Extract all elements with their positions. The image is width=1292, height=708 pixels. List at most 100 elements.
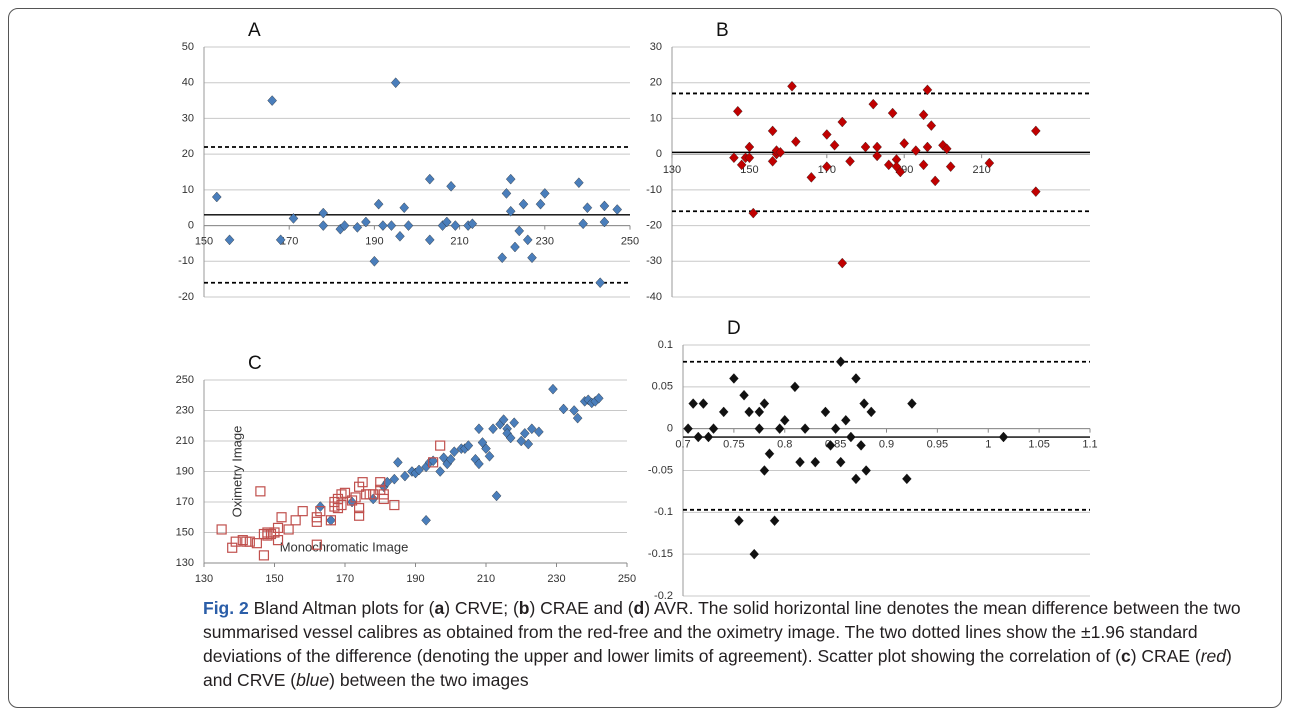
point [764,448,775,460]
point [733,105,743,117]
point [378,493,389,505]
point [400,470,410,482]
point [599,216,610,228]
point [569,405,579,416]
y-tick-label: 250 [176,374,194,386]
point [290,515,301,526]
point [774,423,785,434]
point [272,535,284,546]
point [791,136,801,147]
x-tick-label: 230 [547,573,565,585]
point [498,414,509,425]
point [820,406,831,418]
point [759,465,770,476]
point [754,423,765,434]
y-tick-label: 0 [188,219,194,231]
point [488,423,498,435]
point [612,204,622,215]
point [262,530,273,541]
point [445,454,456,465]
caption-run: ) CRVE; ( [444,598,519,618]
point [911,145,921,156]
y-tick-label: 0.1 [658,339,673,351]
y-tick-label: 30 [650,41,662,53]
point [446,180,456,192]
point [899,138,909,149]
x-tick-label: 1.05 [1028,439,1049,451]
point [497,252,507,264]
y-tick-label: 170 [176,496,194,508]
point [520,428,530,439]
point [336,499,347,511]
point [527,423,537,435]
point [522,234,533,246]
point [352,222,363,233]
caption-run: d [633,598,645,618]
point [872,141,882,153]
point [425,173,435,185]
y-tick-label: 20 [182,148,194,160]
x-tick-label: 210 [972,164,990,176]
point [841,415,851,426]
point [318,220,329,231]
point [395,230,405,242]
point [736,159,747,171]
point [683,423,693,434]
y-tick-label: 50 [182,41,194,53]
point [224,234,235,246]
point [523,438,534,450]
y-tick-label: 130 [176,557,194,569]
point [578,218,588,230]
point [754,406,765,418]
point [846,431,856,443]
point [769,515,780,526]
point [336,489,347,500]
point [389,473,400,485]
point [851,473,861,485]
point [276,512,287,523]
x-tick-label: 150 [740,164,758,176]
point [325,515,336,526]
y-tick-label: -0.1 [654,506,673,518]
point [378,220,388,231]
point [779,415,790,426]
point [357,477,368,488]
caption-run: c [1120,646,1131,666]
x-tick-label: 0.75 [723,439,744,451]
y-tick-label: 230 [176,404,194,416]
x-tick-label: 0.7 [675,439,690,451]
point [373,198,384,210]
point [837,257,848,269]
y-tick-label: -30 [646,255,662,267]
point [984,157,995,169]
point [930,175,940,187]
y-tick-label: 0 [656,148,662,160]
point [227,542,238,553]
y-tick-label: -0.05 [648,464,673,476]
point [594,393,604,404]
point [414,464,424,476]
point [467,218,478,230]
point [389,499,400,511]
point [767,155,778,167]
y-tick-label: -20 [178,291,194,303]
x-tick-label: 170 [336,573,354,585]
point [449,446,460,457]
point [845,155,855,167]
point [582,202,593,214]
point [216,524,227,535]
point [830,423,841,434]
point [212,191,222,203]
point [744,406,754,418]
point [505,173,516,185]
point [548,383,558,395]
x-tick-label: 1 [985,439,991,451]
point [907,398,917,409]
point [509,417,519,428]
point [501,188,512,199]
point [902,473,912,485]
point [534,426,544,438]
y-tick-label: 30 [182,112,194,124]
y-tick-label: 40 [182,77,194,89]
y-axis-title: Oximetry Image [229,426,244,518]
